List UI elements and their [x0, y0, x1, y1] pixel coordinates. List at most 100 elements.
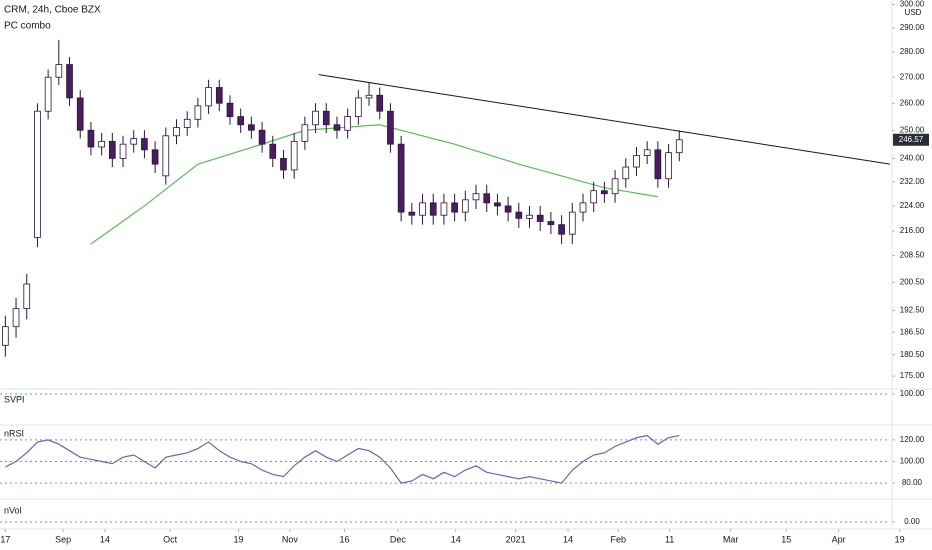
candle-body	[98, 140, 105, 148]
candle-body	[526, 214, 533, 219]
trendline	[318, 74, 891, 165]
candle-body	[258, 129, 266, 145]
candle-body	[66, 64, 73, 99]
chart-title: CRM, 24h, Cboe BZX	[4, 5, 101, 16]
candle-body	[355, 97, 362, 117]
moving-average	[90, 124, 658, 245]
candle-body	[451, 202, 458, 213]
candle-body	[622, 166, 630, 180]
candle-body	[547, 221, 555, 226]
y-tick-label: 232.00	[900, 177, 925, 186]
indicator-name: PC combo	[4, 21, 51, 32]
candle-body	[611, 178, 619, 195]
candle-body	[461, 199, 469, 213]
x-tick-label: Oct	[163, 534, 178, 544]
pane-title: SVPI	[4, 394, 25, 404]
currency: USD	[905, 8, 922, 17]
x-tick-label: Dec	[390, 534, 407, 544]
x-tick-label: Mar	[723, 534, 739, 544]
candle-body	[269, 143, 277, 159]
x-tick-label: 14	[451, 534, 461, 544]
x-tick-label: 19	[234, 534, 244, 544]
candle-body	[280, 157, 287, 171]
candle-body	[108, 140, 116, 159]
last-price-label: 246.57	[899, 135, 924, 144]
candle-body	[312, 110, 319, 126]
candle-body	[333, 124, 341, 131]
candle-body	[558, 224, 565, 235]
candle-body	[301, 124, 309, 142]
y-tick-label: 260.00	[900, 98, 925, 107]
x-tick-label: 2021	[506, 534, 526, 544]
candle-body	[322, 110, 330, 126]
y-tick-label: 280.00	[900, 47, 925, 56]
y-tick-label: 290.00	[900, 23, 925, 32]
y-tick-label: 175.00	[900, 371, 925, 380]
candle-body	[579, 202, 587, 213]
candle-body	[151, 149, 159, 165]
candle-body	[248, 124, 255, 131]
pane-title: nRSI	[4, 428, 24, 438]
candle-body	[365, 94, 373, 99]
y-tick-label: 250.00	[900, 125, 925, 134]
candle-body	[515, 211, 523, 219]
pane-title: nVol	[4, 505, 22, 515]
candle-body	[12, 308, 20, 328]
y-tick-label: 0.00	[904, 517, 920, 526]
y-tick-label: 216.00	[900, 226, 925, 235]
candle-body	[429, 202, 437, 216]
y-tick-label: 300.00	[900, 0, 925, 9]
candle-body	[130, 138, 138, 145]
candle-body	[173, 127, 180, 137]
x-tick-label: 14	[563, 534, 573, 544]
candle-body	[237, 116, 245, 126]
candle-body	[2, 326, 9, 346]
candle-body	[87, 129, 95, 148]
candle-body	[419, 202, 426, 216]
candle-body	[536, 214, 544, 222]
candle-body	[55, 64, 63, 78]
y-tick-label: 120.00	[900, 435, 925, 444]
candle-body	[226, 102, 234, 117]
candle-body	[654, 149, 662, 180]
candle-body	[194, 105, 202, 120]
candle-body	[376, 94, 384, 112]
candle-body	[472, 193, 480, 201]
candle-body	[119, 143, 127, 159]
y-tick-label: 240.00	[900, 153, 925, 162]
indicator-line	[5, 434, 680, 484]
y-tick-label: 180.50	[900, 350, 925, 359]
x-tick-label: 14	[100, 534, 110, 544]
candle-body	[76, 97, 84, 131]
last-price-box	[893, 133, 929, 146]
y-tick-label: 100.00	[900, 457, 925, 466]
candle-body	[590, 190, 598, 204]
candle-body	[440, 202, 448, 216]
y-tick-label: 192.50	[900, 305, 925, 314]
x-tick-label: Apr	[832, 534, 846, 544]
candle-body	[215, 87, 223, 104]
y-tick-label: 224.00	[900, 201, 925, 210]
y-tick-label: 80.00	[902, 478, 923, 487]
x-tick-label: 11	[665, 534, 674, 544]
candle-body	[633, 155, 640, 168]
candle-body	[643, 149, 651, 156]
x-tick-label: Sep	[55, 534, 71, 544]
candle-body	[162, 135, 170, 177]
candle-body	[675, 139, 683, 154]
y-tick-label: 270.00	[900, 72, 925, 81]
candle-body	[44, 76, 52, 112]
x-tick-label: Nov	[282, 534, 299, 544]
candle-body	[344, 116, 351, 131]
y-tick-label: 186.50	[900, 327, 925, 336]
y-tick-label: 208.50	[900, 250, 925, 259]
y-tick-label: 200.50	[900, 277, 925, 286]
candle-body	[141, 138, 148, 151]
candle-body	[290, 140, 298, 171]
candle-body	[183, 118, 191, 128]
candle-body	[483, 193, 491, 204]
candle-body	[568, 211, 576, 235]
x-tick-label: Feb	[611, 534, 627, 544]
